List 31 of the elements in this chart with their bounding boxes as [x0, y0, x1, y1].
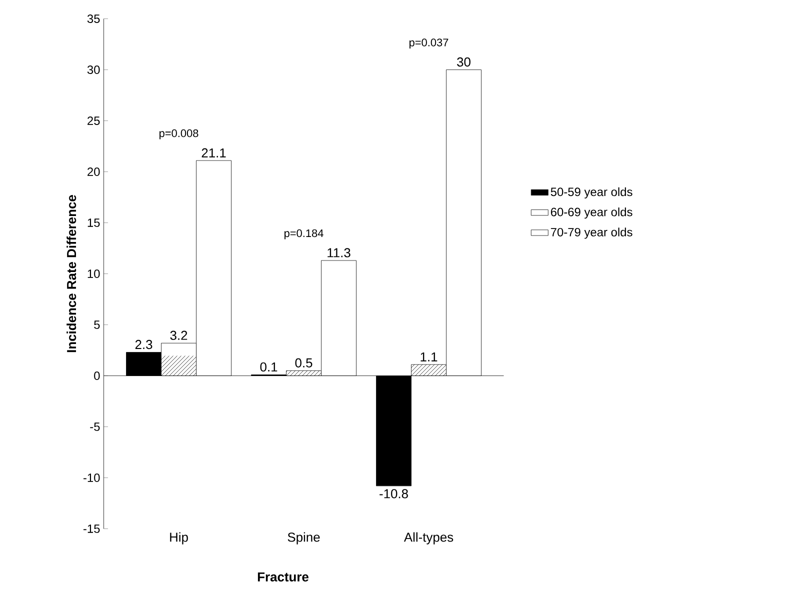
y-axis-title: Incidence Rate Difference	[66, 195, 76, 352]
x-tick-label: All-types	[404, 532, 454, 544]
y-tick-label: 10	[88, 270, 100, 278]
y-tick-label: 5	[94, 320, 100, 329]
data-label: 0.5	[295, 358, 312, 368]
data-label: 1.1	[420, 352, 438, 362]
y-tick-label: 20	[88, 168, 100, 176]
data-label: 21.1	[202, 148, 226, 158]
annotation: p=0.008	[160, 129, 198, 140]
x-tick-label: Hip	[170, 532, 188, 544]
data-label: -10.8	[380, 489, 408, 498]
legend-label: 60-69 year olds	[550, 207, 632, 219]
y-tick-label: 35	[87, 14, 100, 23]
data-label: 0.1	[260, 362, 278, 372]
x-axis-title: Fracture	[258, 572, 308, 582]
y-tick-label: 30	[87, 66, 100, 74]
y-tick-label: 0	[94, 372, 100, 380]
data-label: 11.3	[328, 248, 350, 258]
legend-label: 50-59 year olds	[550, 187, 632, 198]
y-tick-label: 15	[88, 218, 100, 227]
y-tick-label: 25	[88, 116, 100, 125]
annotation: p=0.184	[284, 229, 324, 240]
x-tick-label: Spine	[288, 532, 320, 544]
data-label: 30	[457, 57, 470, 67]
legend-label: 70-79 year olds	[550, 228, 632, 239]
annotation: p=0.037	[410, 38, 448, 49]
y-tick-label: -10	[83, 474, 100, 482]
y-tick-label: -15	[83, 524, 100, 533]
y-tick-label: -5	[90, 422, 100, 431]
data-label: 2.3	[135, 340, 152, 350]
data-label: 3.2	[170, 330, 188, 340]
